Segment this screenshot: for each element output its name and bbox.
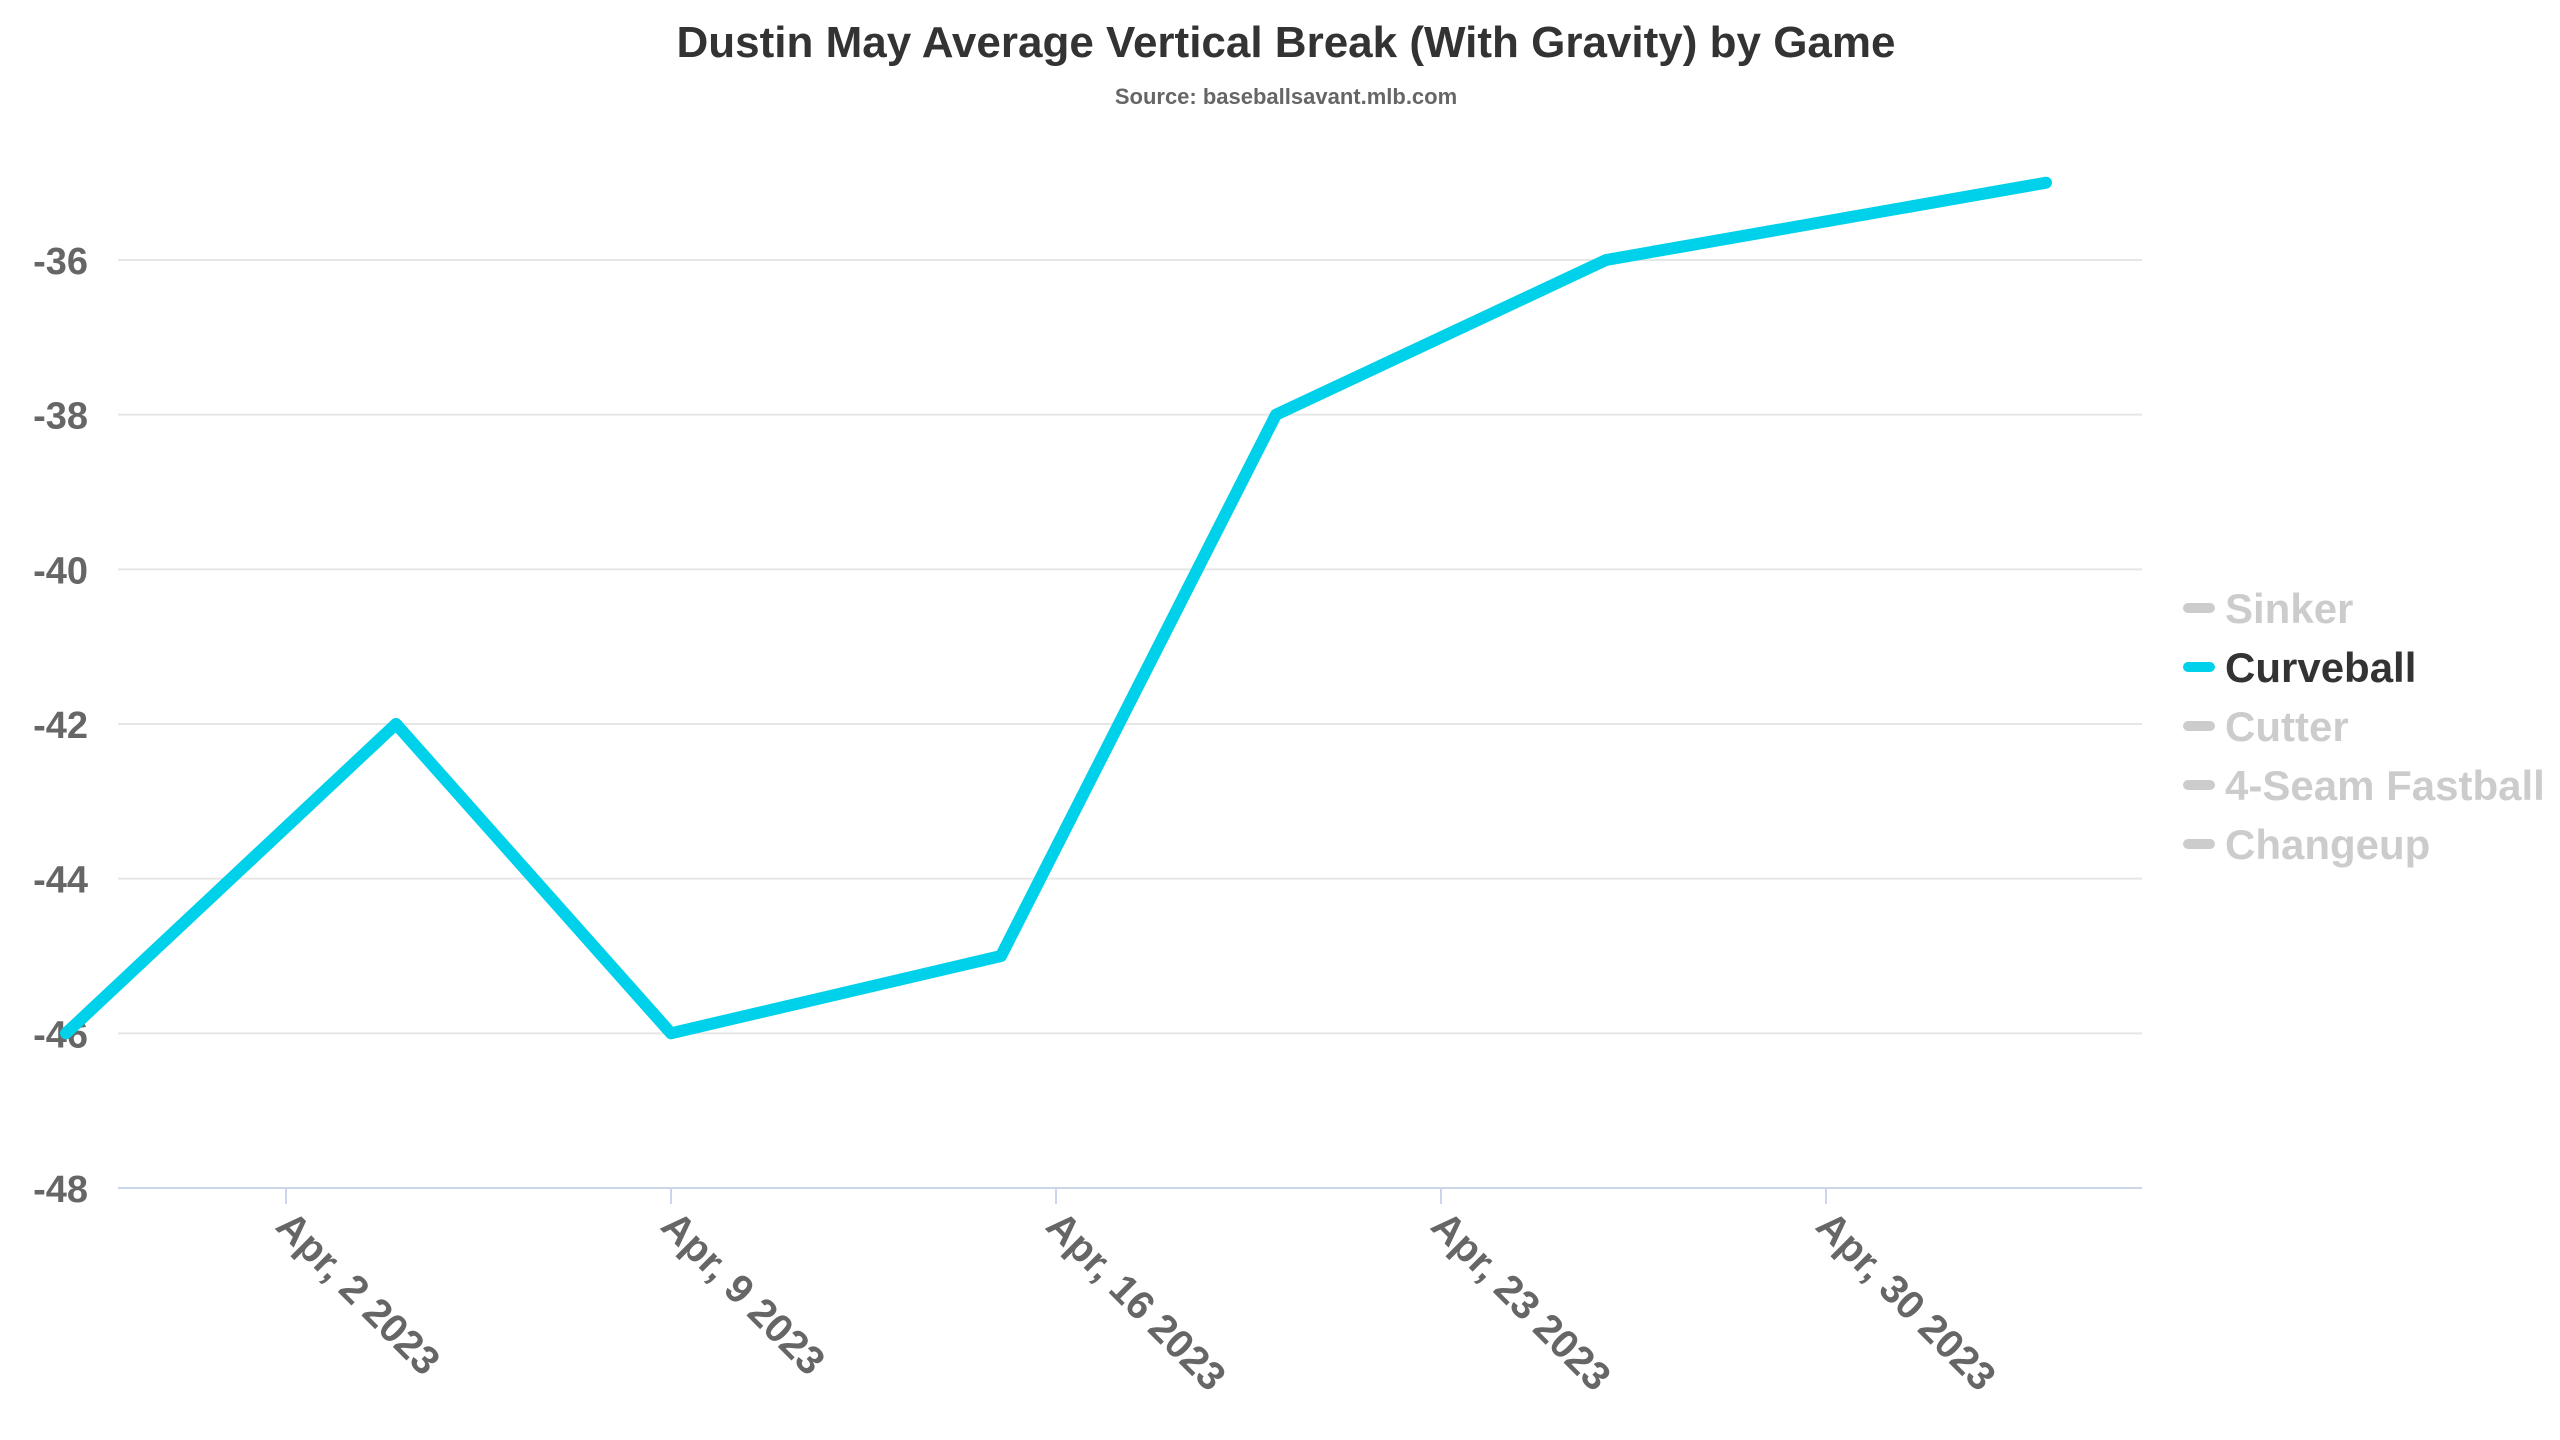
legend-swatch: [2183, 839, 2215, 849]
legend-item-sinker[interactable]: Sinker: [2183, 585, 2353, 632]
legend-item-changeup[interactable]: Changeup: [2183, 821, 2430, 868]
x-tick-label: Apr, 2 2023: [268, 1203, 448, 1383]
x-axis: [118, 1187, 2142, 1204]
legend-swatch: [2183, 721, 2215, 731]
chart-subtitle: Source: baseballsavant.mlb.com: [1115, 84, 1457, 109]
x-tick-label: Apr, 16 2023: [1038, 1203, 1234, 1399]
x-tick-label: Apr, 30 2023: [1808, 1203, 2004, 1399]
legend-label: Changeup: [2225, 821, 2430, 868]
legend-item-curveball[interactable]: Curveball: [2183, 644, 2416, 691]
x-tick-label: Apr, 9 2023: [653, 1203, 833, 1383]
legend-swatch: [2183, 780, 2215, 790]
legend-swatch: [2183, 603, 2215, 613]
legend: Sinker Curveball Cutter 4-Seam Fastball Chan…: [2183, 585, 2545, 868]
legend-label: Sinker: [2225, 585, 2353, 632]
y-tick-label: -42: [33, 705, 88, 747]
x-axis-tick-labels: Apr, 2 2023 Apr, 9 2023 Apr, 16 2023 Apr, 2…: [268, 1203, 2004, 1399]
y-axis-tick-labels: -36-38-40-42-44-46-48: [33, 241, 88, 1211]
legend-label: Curveball: [2225, 644, 2416, 691]
y-tick-label: -36: [33, 241, 88, 283]
y-tick-label: -40: [33, 550, 88, 592]
y-tick-label: -38: [33, 396, 88, 438]
legend-item-cutter[interactable]: Cutter: [2183, 703, 2349, 750]
series-line-curveball[interactable]: [60, 176, 2052, 1040]
legend-label: 4-Seam Fastball: [2225, 762, 2545, 809]
chart-title: Dustin May Average Vertical Break (With …: [676, 18, 1895, 67]
x-tick-label: Apr, 23 2023: [1423, 1203, 1619, 1399]
legend-item-4-seam-fastball[interactable]: 4-Seam Fastball: [2183, 762, 2545, 809]
grid-lines: [118, 259, 2142, 1035]
series-lines: [60, 176, 2052, 1040]
legend-swatch: [2183, 662, 2215, 672]
legend-label: Cutter: [2225, 703, 2349, 750]
y-tick-label: -44: [33, 860, 88, 902]
y-tick-label: -48: [33, 1169, 88, 1211]
